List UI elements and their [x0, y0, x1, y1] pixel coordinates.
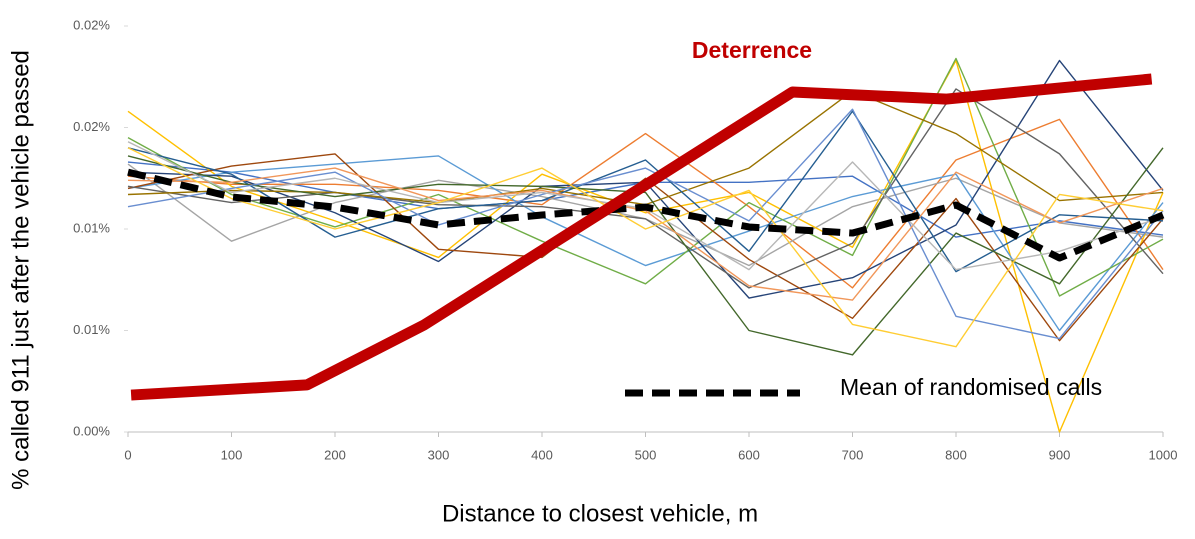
y-tick-label: 0.01%	[73, 322, 110, 337]
series-line	[127, 168, 1165, 262]
random-line	[127, 147, 1164, 348]
x-tick-label: 900	[1049, 447, 1071, 462]
x-tick-label: 700	[842, 447, 864, 462]
random-line	[127, 153, 1164, 342]
random-line	[127, 118, 1164, 289]
x-tick-label: 300	[428, 447, 450, 462]
x-tick-label: 100	[221, 447, 243, 462]
random-line	[127, 167, 1164, 301]
random-line	[127, 147, 1164, 356]
y-tick-label: 0.02%	[73, 17, 110, 32]
x-tick-label: 500	[635, 447, 657, 462]
x-tick-label: 0	[124, 447, 131, 462]
legend-label: Mean of randomised calls	[840, 374, 1102, 400]
y-axis-label: % called 911 just after the vehicle pass…	[7, 50, 34, 490]
x-tick-label: 800	[945, 447, 967, 462]
x-tick-label: 200	[324, 447, 346, 462]
random-line	[127, 59, 1164, 433]
y-tick-label: 0.02%	[73, 119, 110, 134]
random-line	[127, 110, 1164, 273]
random-line	[127, 88, 1164, 289]
y-tick-label: 0.00%	[73, 423, 110, 438]
series-line	[130, 73, 1153, 401]
x-tick-label: 600	[738, 447, 760, 462]
random-line	[127, 161, 1164, 238]
x-axis-label: Distance to closest vehicle, m	[442, 500, 758, 527]
y-tick-label: 0.01%	[73, 220, 110, 235]
x-tick-label: 400	[531, 447, 553, 462]
x-tick-label: 1000	[1149, 447, 1178, 462]
series-annotation: Deterrence	[692, 37, 812, 63]
random-line	[127, 108, 1164, 340]
